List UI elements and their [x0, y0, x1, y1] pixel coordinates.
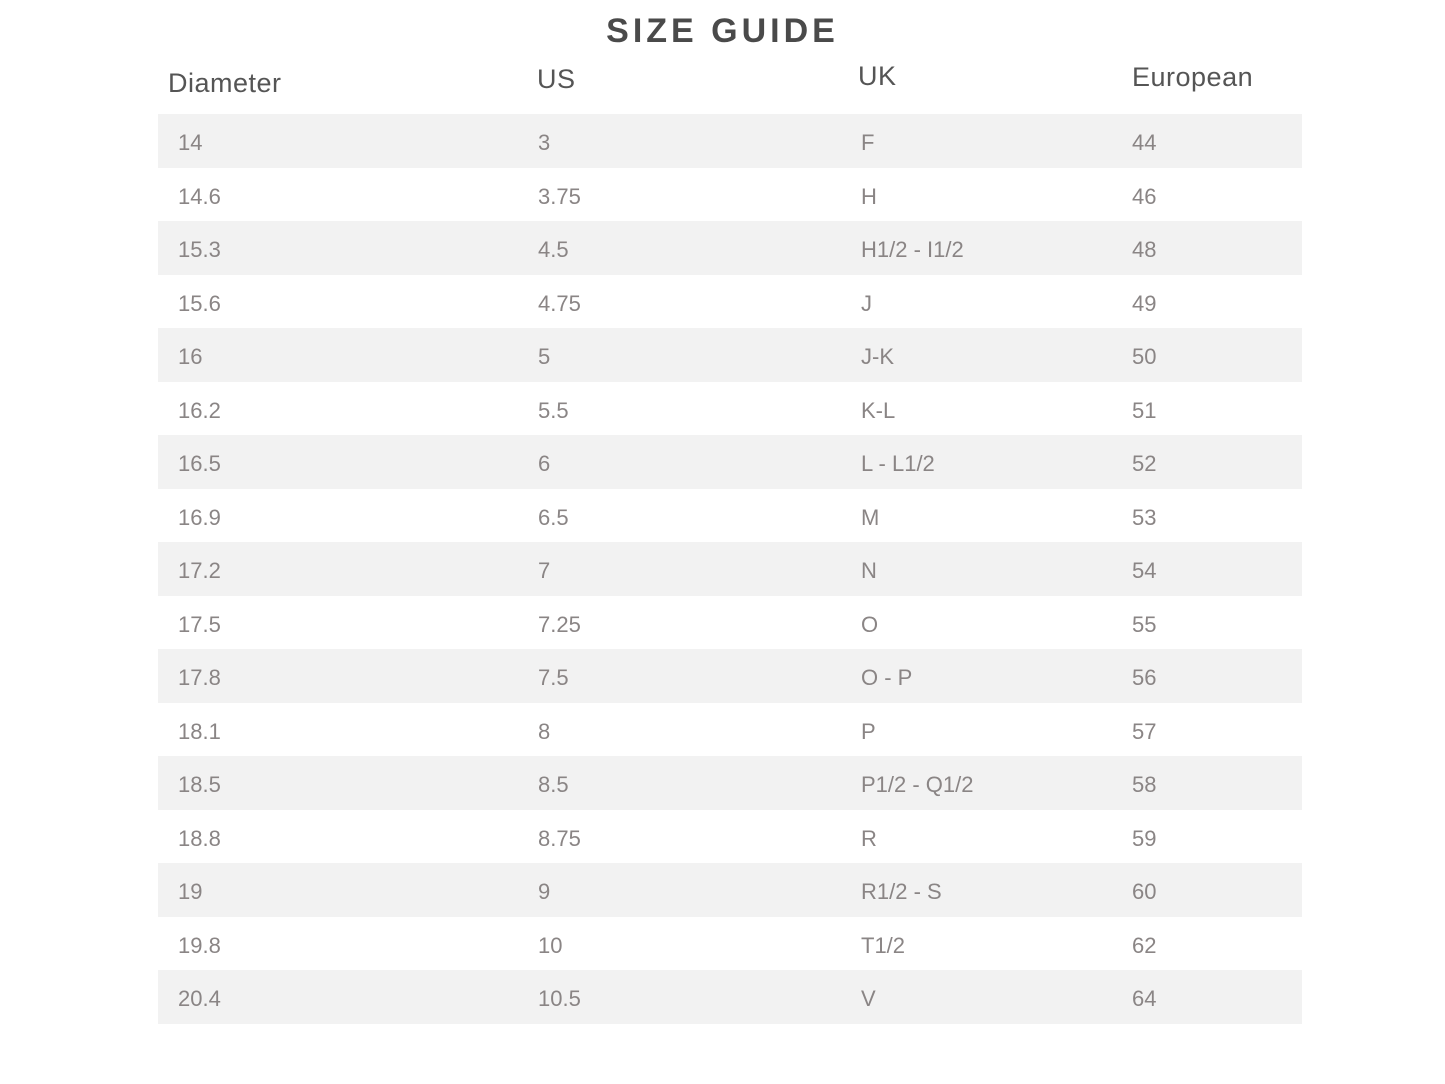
cell-diameter: 16.5 — [178, 451, 221, 477]
cell-us: 6 — [538, 451, 551, 477]
cell-european: 54 — [1132, 558, 1157, 584]
page-title: SIZE GUIDE — [606, 12, 839, 50]
table-row: 14 3 F 44 — [158, 114, 1302, 168]
cell-uk: R1/2 - S — [861, 879, 942, 905]
table-row: 20.4 10.5 V 64 — [158, 970, 1302, 1024]
cell-us: 7 — [538, 558, 551, 584]
cell-european: 49 — [1132, 290, 1157, 316]
cell-european: 56 — [1132, 665, 1157, 691]
table-row: 18.8 8.75 R 59 — [158, 810, 1302, 864]
cell-diameter: 17.8 — [178, 665, 221, 691]
cell-us: 3 — [538, 130, 551, 155]
cell-us: 10.5 — [538, 986, 581, 1012]
cell-diameter: 20.4 — [178, 986, 221, 1012]
table-row: 18.1 8 P 57 — [158, 703, 1302, 757]
cell-uk: P — [861, 718, 876, 744]
table-row: 19.8 10 T1/2 62 — [158, 917, 1302, 971]
cell-us: 9 — [538, 879, 551, 905]
cell-us: 5 — [538, 344, 551, 370]
cell-european: 62 — [1132, 932, 1157, 958]
cell-uk: P1/2 - Q1/2 — [861, 772, 974, 798]
cell-diameter: 15.3 — [178, 237, 221, 263]
cell-european: 52 — [1132, 451, 1157, 477]
cell-european: 58 — [1132, 772, 1157, 798]
cell-us: 7.5 — [538, 665, 569, 691]
size-table: 14 3 F 44 14.6 3.75 H 46 15.3 4.5 H1/2 - I1/2 48 15.… — [158, 114, 1302, 1024]
table-row: 17.8 7.5 O - P 56 — [158, 649, 1302, 703]
cell-uk: J-K — [861, 344, 894, 370]
cell-european: 59 — [1132, 825, 1157, 851]
table-row: 14.6 3.75 H 46 — [158, 168, 1302, 222]
table-row: 17.5 7.25 O 55 — [158, 596, 1302, 650]
cell-us: 7.25 — [538, 611, 581, 637]
cell-european: 51 — [1132, 397, 1157, 423]
cell-european: 64 — [1132, 986, 1157, 1012]
cell-us: 10 — [538, 932, 563, 958]
table-row: 16 5 J-K 50 — [158, 328, 1302, 382]
cell-us: 3.75 — [538, 183, 581, 209]
cell-european: 48 — [1132, 237, 1157, 263]
cell-diameter: 18.1 — [178, 718, 221, 744]
cell-uk: K-L — [861, 397, 896, 423]
cell-uk: M — [861, 504, 880, 530]
cell-diameter: 17.2 — [178, 558, 221, 584]
cell-uk: O — [861, 611, 879, 637]
cell-us: 4.75 — [538, 290, 581, 316]
cell-uk: H — [861, 183, 877, 209]
cell-uk: R — [861, 825, 877, 851]
cell-european: 57 — [1132, 718, 1157, 744]
cell-uk: T1/2 — [861, 932, 906, 958]
table-row: 16.5 6 L - L1/2 52 — [158, 435, 1302, 489]
cell-us: 8.5 — [538, 772, 569, 798]
cell-diameter: 19 — [178, 879, 203, 905]
header-diameter: Diameter — [168, 68, 282, 98]
cell-uk: N — [861, 558, 877, 584]
table-row: 19 9 R1/2 - S 60 — [158, 863, 1302, 917]
cell-us: 6.5 — [538, 504, 569, 530]
cell-uk: J — [861, 290, 872, 316]
cell-european: 60 — [1132, 879, 1157, 905]
header-us: US — [537, 64, 576, 94]
cell-european: 53 — [1132, 504, 1157, 530]
cell-uk: F — [861, 130, 875, 155]
cell-us: 5.5 — [538, 397, 569, 423]
table-row: 17.2 7 N 54 — [158, 542, 1302, 596]
cell-diameter: 18.5 — [178, 772, 221, 798]
cell-diameter: 17.5 — [178, 611, 221, 637]
cell-diameter: 19.8 — [178, 932, 221, 958]
cell-uk: H1/2 - I1/2 — [861, 237, 964, 263]
table-row: 15.6 4.75 J 49 — [158, 275, 1302, 329]
cell-diameter: 14.6 — [178, 183, 221, 209]
table-row: 15.3 4.5 H1/2 - I1/2 48 — [158, 221, 1302, 275]
cell-diameter: 16.2 — [178, 397, 221, 423]
header-uk: UK — [858, 61, 897, 91]
cell-diameter: 18.8 — [178, 825, 221, 851]
cell-uk: O - P — [861, 665, 913, 691]
cell-us: 4.5 — [538, 237, 569, 263]
table-row: 18.5 8.5 P1/2 - Q1/2 58 — [158, 756, 1302, 810]
cell-us: 8.75 — [538, 825, 581, 851]
cell-european: 55 — [1132, 611, 1157, 637]
cell-uk: V — [861, 986, 876, 1012]
cell-diameter: 16 — [178, 344, 203, 370]
cell-european: 46 — [1132, 183, 1157, 209]
cell-european: 44 — [1132, 130, 1157, 155]
header-european: European — [1132, 62, 1254, 92]
table-row: 16.2 5.5 K-L 51 — [158, 382, 1302, 436]
cell-us: 8 — [538, 718, 551, 744]
table-row: 16.9 6.5 M 53 — [158, 489, 1302, 543]
cell-diameter: 15.6 — [178, 290, 221, 316]
cell-diameter: 16.9 — [178, 504, 221, 530]
cell-uk: L - L1/2 — [861, 451, 935, 477]
cell-european: 50 — [1132, 344, 1157, 370]
cell-diameter: 14 — [178, 130, 203, 155]
